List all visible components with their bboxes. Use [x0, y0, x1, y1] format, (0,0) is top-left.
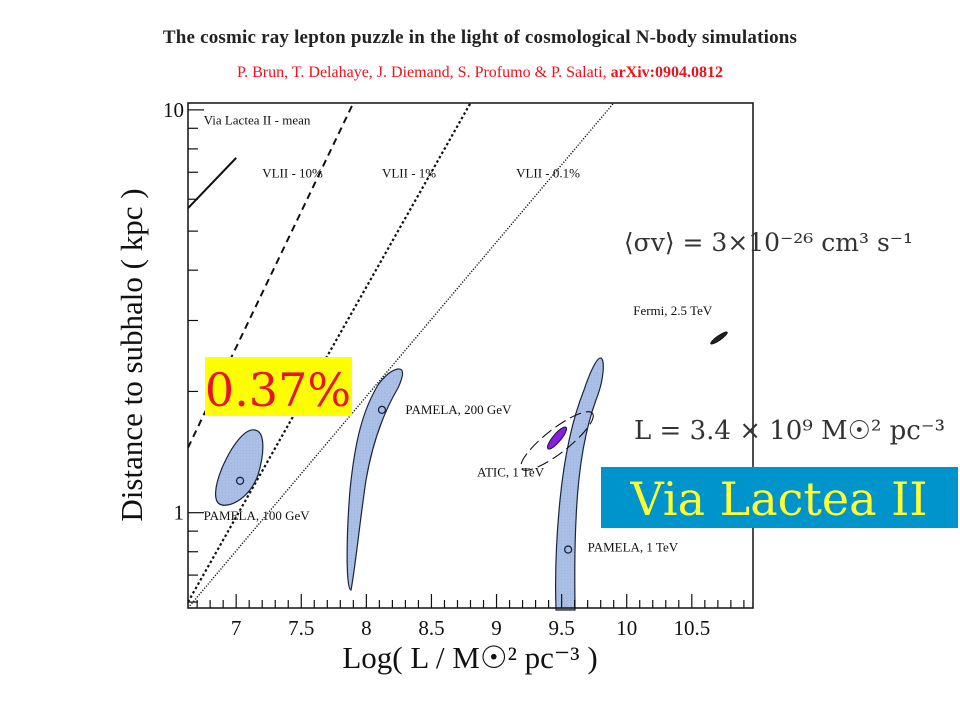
highlight-percent-text: 0.37% [205, 363, 351, 417]
x-tick-label: 8.5 [418, 616, 444, 640]
line-label: VLII - 0.1% [516, 165, 580, 180]
slide-authors: P. Brun, T. Delahaye, J. Diemand, S. Pro… [0, 64, 960, 82]
region-fermi-2-5tev [710, 331, 728, 345]
sigma-v-label: ⟨σv⟩ = 3×10⁻²⁶ cm³ s⁻¹ [624, 228, 913, 257]
x-tick-label: 10 [616, 616, 637, 640]
via-lactea-banner-box [601, 467, 958, 528]
x-tick-label: 10.5 [673, 616, 710, 640]
slide-title: The cosmic ray lepton puzzle in the ligh… [162, 27, 798, 48]
confidence-regions [215, 331, 728, 611]
via-lactea-banner-text: Via Lactea II [629, 472, 927, 526]
authors-names: P. Brun, T. Delahaye, J. Diemand, S. Pro… [236, 64, 611, 81]
y-tick-label: 1 [174, 501, 185, 525]
line-vlii-1- [188, 103, 472, 603]
tick-labels: 7 7.5 8 8.5 9 9.5 10 10.5 10 1 [163, 98, 710, 640]
x-tick-label: 7 [231, 616, 242, 640]
x-tick-label: 7.5 [288, 616, 314, 640]
line-via-lactea-ii-mean [188, 157, 237, 209]
axis-ticks [188, 109, 745, 608]
region-label: PAMELA, 200 GeV [405, 402, 512, 417]
y-tick-label: 10 [163, 98, 184, 122]
best-fit-point [563, 545, 573, 554]
region-label: PAMELA, 100 GeV [204, 508, 311, 523]
line-label: Via Lactea II - mean [204, 112, 311, 127]
region-label: ATIC, 1 TeV [477, 464, 545, 479]
y-axis-title: Distance to subhalo ( kpc ) [114, 188, 149, 521]
line-label: VLII - 10% [262, 165, 323, 180]
best-fit-points [235, 405, 573, 554]
best-fit-point [377, 405, 387, 415]
region-atic-1tev-inner [546, 426, 568, 450]
arxiv-reference[interactable]: arXiv:0904.0812 [610, 64, 724, 81]
x-tick-label: 9 [491, 616, 502, 640]
line-labels: Via Lactea II - mean VLII - 10% VLII - 1% V… [204, 112, 581, 180]
region-pamela-100gev [215, 429, 264, 506]
luminosity-label: L = 3.4 × 10⁹ M☉² pc⁻³ [634, 416, 945, 446]
best-fit-point [235, 476, 245, 485]
highlight-percent-box [205, 357, 352, 416]
region-pamela-1tev [555, 357, 604, 611]
region-atic-1tev-outer [520, 411, 594, 471]
region-labels: PAMELA, 100 GeV PAMELA, 200 GeV PAMELA, 1 … [204, 303, 713, 555]
line-label: VLII - 1% [382, 165, 436, 180]
x-axis-title: Log( L / M☉² pc⁻³ ) [342, 640, 597, 675]
x-tick-label: 9.5 [549, 616, 575, 640]
region-label: PAMELA, 1 TeV [588, 540, 679, 555]
x-tick-label: 8 [361, 616, 372, 640]
region-pamela-200gev [346, 368, 404, 591]
line-vlii-0-1- [188, 103, 615, 608]
region-label: Fermi, 2.5 TeV [633, 303, 713, 318]
